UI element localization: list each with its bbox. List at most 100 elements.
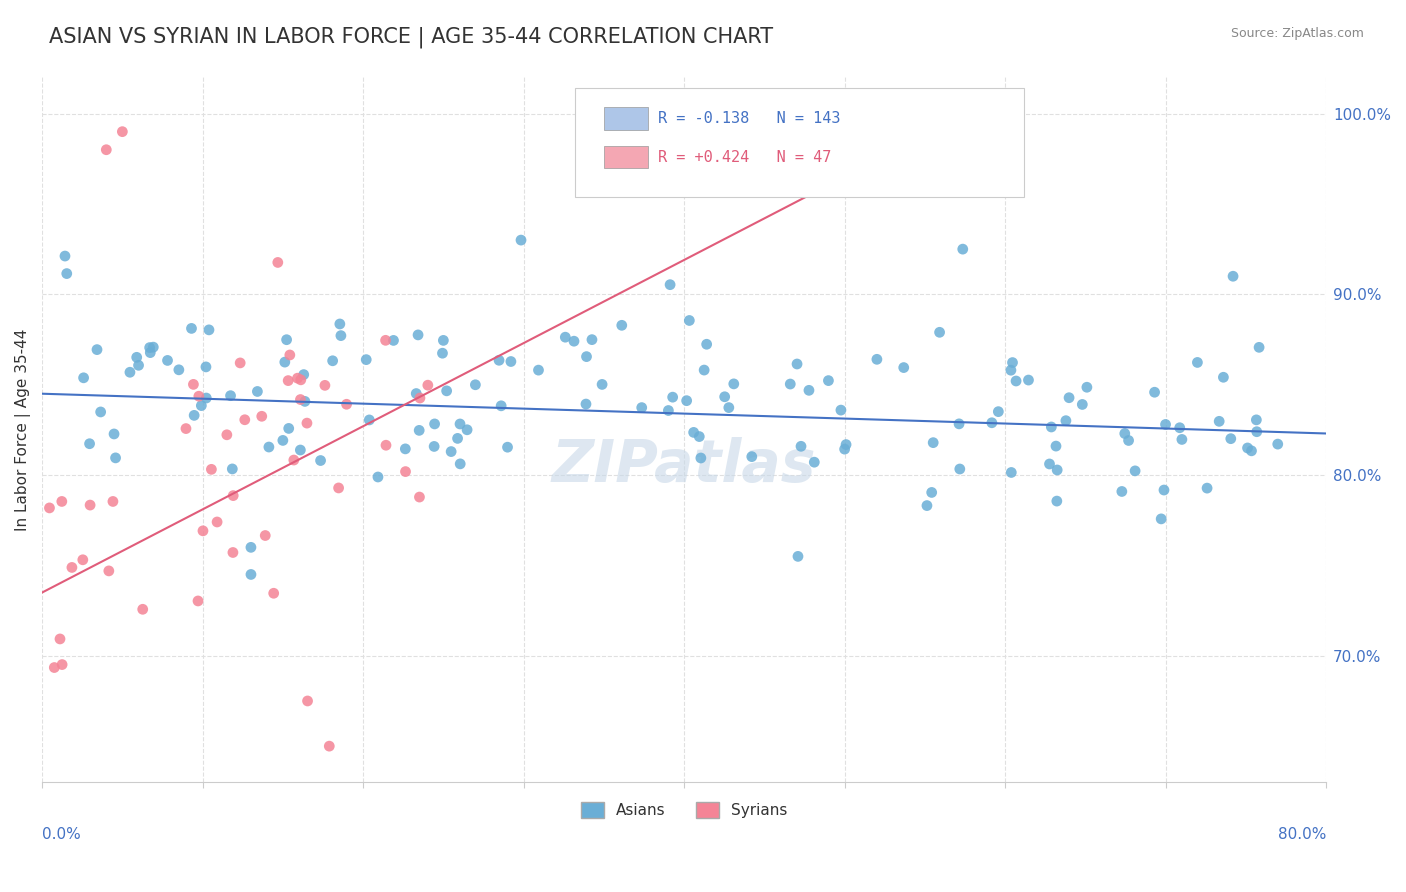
Point: [239, 567, 262, 582]
Point: [952, 242, 974, 256]
Point: [423, 417, 446, 431]
Point: [830, 403, 852, 417]
Point: [1150, 512, 1173, 526]
Point: [183, 377, 205, 392]
Point: [374, 334, 396, 348]
Point: [1001, 355, 1024, 369]
FancyBboxPatch shape: [605, 145, 648, 169]
Point: [221, 462, 243, 476]
Point: [408, 423, 430, 437]
Point: [1171, 433, 1194, 447]
Point: [817, 374, 839, 388]
Point: [44, 660, 66, 674]
Point: [290, 373, 312, 387]
Point: [187, 594, 209, 608]
Point: [416, 378, 439, 392]
Point: [254, 528, 277, 542]
Point: [174, 421, 197, 435]
Point: [1045, 439, 1067, 453]
Point: [510, 233, 533, 247]
Point: [250, 409, 273, 424]
Point: [103, 427, 125, 442]
Point: [229, 356, 252, 370]
Point: [1246, 425, 1268, 439]
Point: [354, 352, 377, 367]
Point: [928, 326, 950, 340]
Point: [79, 498, 101, 512]
Point: [922, 435, 945, 450]
Point: [866, 352, 889, 367]
Point: [554, 330, 576, 344]
Point: [1017, 373, 1039, 387]
Point: [274, 355, 297, 369]
Point: [222, 545, 245, 559]
Point: [215, 427, 238, 442]
Point: [72, 371, 94, 385]
Point: [835, 437, 858, 451]
Point: [1057, 391, 1080, 405]
Point: [191, 524, 214, 538]
Point: [180, 321, 202, 335]
Point: [661, 390, 683, 404]
Point: [195, 391, 218, 405]
Point: [1236, 441, 1258, 455]
Point: [267, 255, 290, 269]
Point: [657, 403, 679, 417]
Point: [1038, 457, 1060, 471]
Point: [314, 378, 336, 392]
Point: [1143, 385, 1166, 400]
Point: [790, 439, 813, 453]
Point: [277, 374, 299, 388]
Point: [271, 434, 294, 448]
Point: [1123, 464, 1146, 478]
Point: [278, 348, 301, 362]
Point: [86, 343, 108, 357]
Point: [921, 485, 943, 500]
Text: R = +0.424   N = 47: R = +0.424 N = 47: [658, 150, 832, 165]
Point: [375, 438, 398, 452]
Y-axis label: In Labor Force | Age 35-44: In Labor Force | Age 35-44: [15, 328, 31, 531]
Point: [464, 377, 486, 392]
Point: [1046, 494, 1069, 508]
Point: [688, 429, 710, 443]
Point: [405, 386, 427, 401]
Point: [328, 481, 350, 495]
Point: [132, 602, 155, 616]
Point: [49, 632, 72, 646]
Point: [1168, 421, 1191, 435]
Point: [294, 394, 316, 409]
Point: [834, 442, 856, 457]
Point: [1219, 432, 1241, 446]
Point: [283, 453, 305, 467]
Point: [678, 313, 700, 327]
Point: [101, 494, 124, 508]
Point: [562, 334, 585, 349]
Point: [290, 392, 312, 407]
Point: [682, 425, 704, 440]
Point: [292, 368, 315, 382]
Point: [423, 439, 446, 453]
Point: [222, 489, 245, 503]
Point: [51, 657, 73, 672]
Point: [488, 353, 510, 368]
Point: [409, 391, 432, 405]
Point: [1240, 443, 1263, 458]
Point: [118, 365, 141, 379]
Point: [1197, 481, 1219, 495]
Point: [723, 376, 745, 391]
Point: [276, 333, 298, 347]
Point: [1154, 417, 1177, 432]
Legend: Asians, Syrians: Asians, Syrians: [575, 796, 793, 824]
Point: [980, 416, 1002, 430]
Point: [659, 277, 682, 292]
Point: [187, 389, 209, 403]
Point: [90, 405, 112, 419]
Point: [205, 515, 228, 529]
Text: ZIPatlas: ZIPatlas: [551, 436, 817, 493]
Point: [689, 450, 711, 465]
Point: [575, 350, 598, 364]
Point: [408, 490, 430, 504]
Point: [1118, 434, 1140, 448]
Point: [440, 444, 463, 458]
Point: [297, 694, 319, 708]
